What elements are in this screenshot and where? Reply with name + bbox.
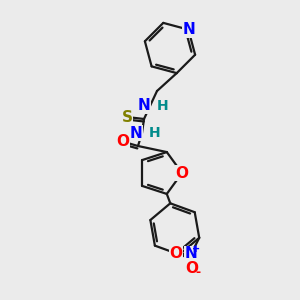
Text: N: N	[137, 98, 150, 113]
Text: O: O	[116, 134, 130, 149]
Text: O: O	[170, 246, 183, 261]
Text: N: N	[185, 246, 198, 261]
Text: H: H	[157, 99, 169, 113]
Text: H: H	[149, 126, 160, 140]
Text: N: N	[129, 125, 142, 140]
Text: +: +	[192, 244, 200, 254]
Text: N: N	[183, 22, 196, 37]
Text: O: O	[176, 166, 188, 181]
Text: O: O	[186, 261, 199, 276]
Text: S: S	[122, 110, 133, 124]
Text: -: -	[196, 266, 201, 279]
